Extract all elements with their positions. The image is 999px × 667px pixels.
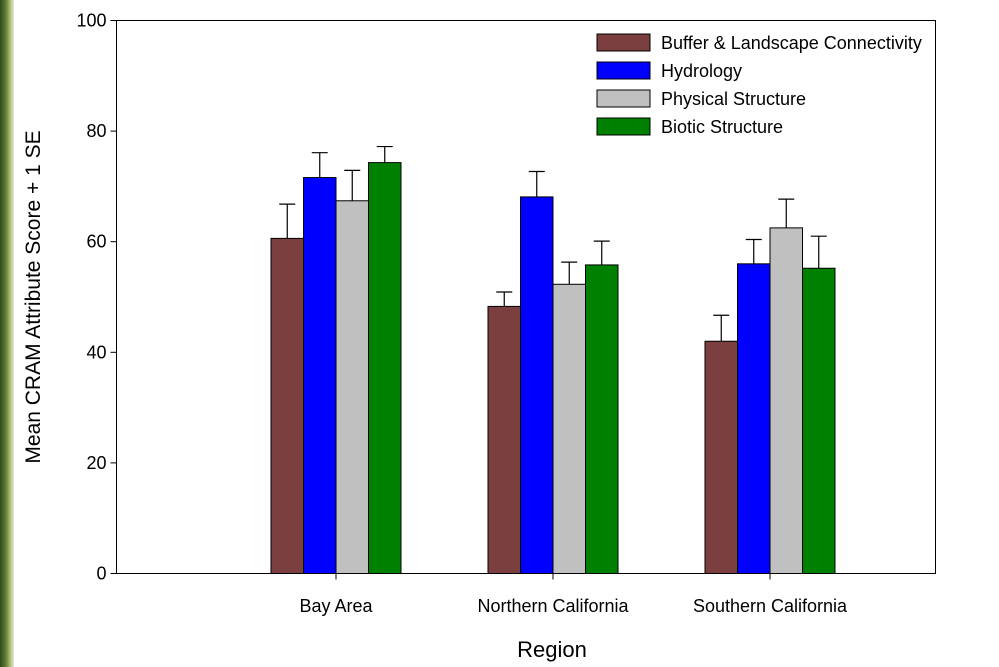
legend-label: Biotic Structure — [661, 117, 783, 137]
legend: Buffer & Landscape Connectivity Hydrology… — [596, 33, 922, 137]
x-axis-label: Region — [517, 637, 587, 662]
legend-swatch-0 — [596, 33, 651, 52]
error-bars-layer — [279, 145, 827, 342]
legend-swatch-3 — [596, 117, 651, 136]
bar-1-0 — [487, 305, 521, 574]
y-axis-label: Mean CRAM Attribute Score + 1 SE — [22, 130, 45, 463]
y-tick-label: 40 — [86, 342, 106, 362]
legend-swatch-1 — [596, 61, 651, 80]
bar-2-0 — [704, 340, 738, 574]
bar-0-1 — [303, 177, 337, 574]
y-tick-label: 60 — [86, 232, 106, 252]
legend-swatch-2 — [596, 89, 651, 108]
y-tick-label: 100 — [76, 11, 106, 31]
legend-label: Physical Structure — [661, 89, 806, 109]
y-tick-label: 80 — [86, 121, 106, 141]
bar-1-3 — [585, 264, 619, 574]
y-tick-label: 0 — [96, 564, 106, 584]
y-axis-ticks: 0 20 40 60 80 100 — [76, 11, 117, 584]
bar-2-1 — [737, 263, 771, 574]
bars-layer — [270, 162, 836, 575]
bar-0-0 — [270, 237, 304, 575]
bar-0-2 — [335, 200, 369, 574]
plot-frame — [116, 20, 936, 574]
legend-label: Hydrology — [661, 61, 742, 81]
bar-2-2 — [769, 227, 803, 574]
legend-label: Buffer & Landscape Connectivity — [661, 33, 922, 53]
x-tick-label: Bay Area — [299, 596, 373, 616]
bar-0-3 — [368, 162, 402, 574]
x-axis-ticks: Bay Area Northern California Southern Cali… — [299, 573, 848, 616]
bar-2-3 — [802, 267, 836, 574]
x-tick-label: Northern California — [477, 596, 629, 616]
bar-1-1 — [520, 196, 554, 574]
background-foliage-strip — [0, 0, 14, 667]
bar-1-2 — [552, 283, 586, 574]
x-tick-label: Southern California — [693, 596, 848, 616]
y-tick-label: 20 — [86, 453, 106, 473]
